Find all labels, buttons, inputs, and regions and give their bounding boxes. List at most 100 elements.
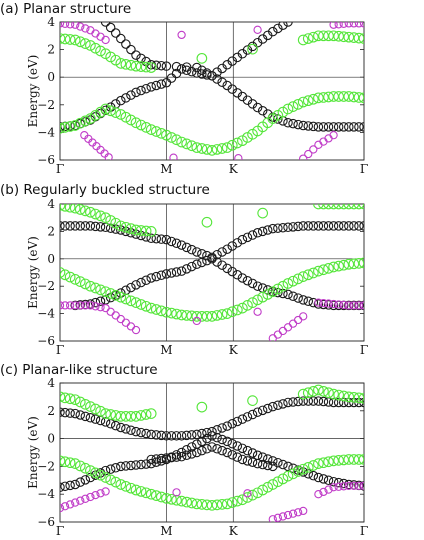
band-point [95,296,106,307]
band-point [65,301,75,310]
band-series-magenta [268,506,308,522]
band-point [85,206,96,218]
x-tick-label: K [229,162,239,176]
band-point [339,482,348,491]
band-point [303,396,314,406]
band-point [222,421,232,431]
band-point [247,43,258,55]
band-point [217,260,227,270]
band-point [344,301,353,310]
band-point [242,300,253,311]
band-point [318,221,329,231]
band-point [186,449,197,459]
band-point [231,495,243,507]
band-point [338,221,349,231]
band-point [287,275,299,287]
band-point [90,297,101,308]
band-point [353,32,364,44]
band-point [313,384,324,396]
band-point [131,460,141,470]
band-point [176,136,187,148]
band-point [354,301,364,310]
band-point [226,306,238,318]
band-series-magenta [60,298,364,335]
band-point [257,226,268,237]
band-point [105,215,117,226]
band-point [231,304,243,316]
band-point [100,212,111,224]
band-point [100,408,111,419]
band-point [120,221,132,233]
band-point [318,299,329,310]
band-point [242,445,253,456]
band-point [192,68,202,78]
band-point [156,234,167,244]
band-point [64,121,76,132]
y-tick-label: 2 [47,224,55,238]
band-point [74,460,86,472]
band-point [95,469,106,481]
band-point [282,103,294,115]
band-point [126,322,136,331]
band-point [338,204,350,210]
band-point [212,74,222,84]
band-point [76,301,85,310]
band-point [278,512,288,521]
band-point [192,62,202,73]
band-point [343,204,355,210]
band-point [156,270,167,280]
band-point [100,417,111,427]
band-point [262,403,273,414]
band-point [237,302,248,314]
band-series-black [60,396,364,441]
band-point [60,121,71,133]
band-point [354,481,364,491]
band-point [166,268,177,278]
band-point [156,456,167,466]
band-point [60,22,70,28]
band-point [318,264,329,276]
band-series-green [60,384,364,422]
band-point [333,204,345,210]
band-point [110,463,121,473]
band-point [121,39,131,49]
band-point [60,269,71,281]
band-point [166,236,177,247]
band-point [201,310,213,322]
band-point [283,222,293,233]
band-point [140,300,152,312]
band-point [116,95,126,106]
band-point [85,401,96,412]
band-point [358,33,364,44]
band-point [307,93,319,105]
panel-c: (c) Planar-like structure −6 −4 −2 0 2 4 Γ M K Γ En… [0,362,368,538]
band-point [333,455,345,466]
band-point [334,22,343,29]
band-point [126,44,136,55]
band-point [268,515,277,522]
band-point [60,407,70,418]
band-point [323,456,334,468]
band-point [196,401,208,413]
band-point [130,224,142,236]
band-point [338,31,350,43]
band-point [314,298,323,307]
band-point [344,221,354,231]
band-point [221,498,233,510]
band-point [71,22,80,29]
band-point [161,453,172,463]
band-point [100,222,111,233]
band-point [115,291,127,303]
band-series-black [60,64,364,132]
band-series-magenta [80,131,338,160]
band-point [101,487,110,496]
band-series-magenta [60,22,364,45]
band-point [262,454,273,464]
band-point [283,397,293,408]
band-point [232,238,243,248]
band-point [272,476,284,488]
band-point [116,288,126,298]
band-point [161,234,172,245]
y-tick-label: 4 [47,376,55,390]
band-point [333,397,344,408]
